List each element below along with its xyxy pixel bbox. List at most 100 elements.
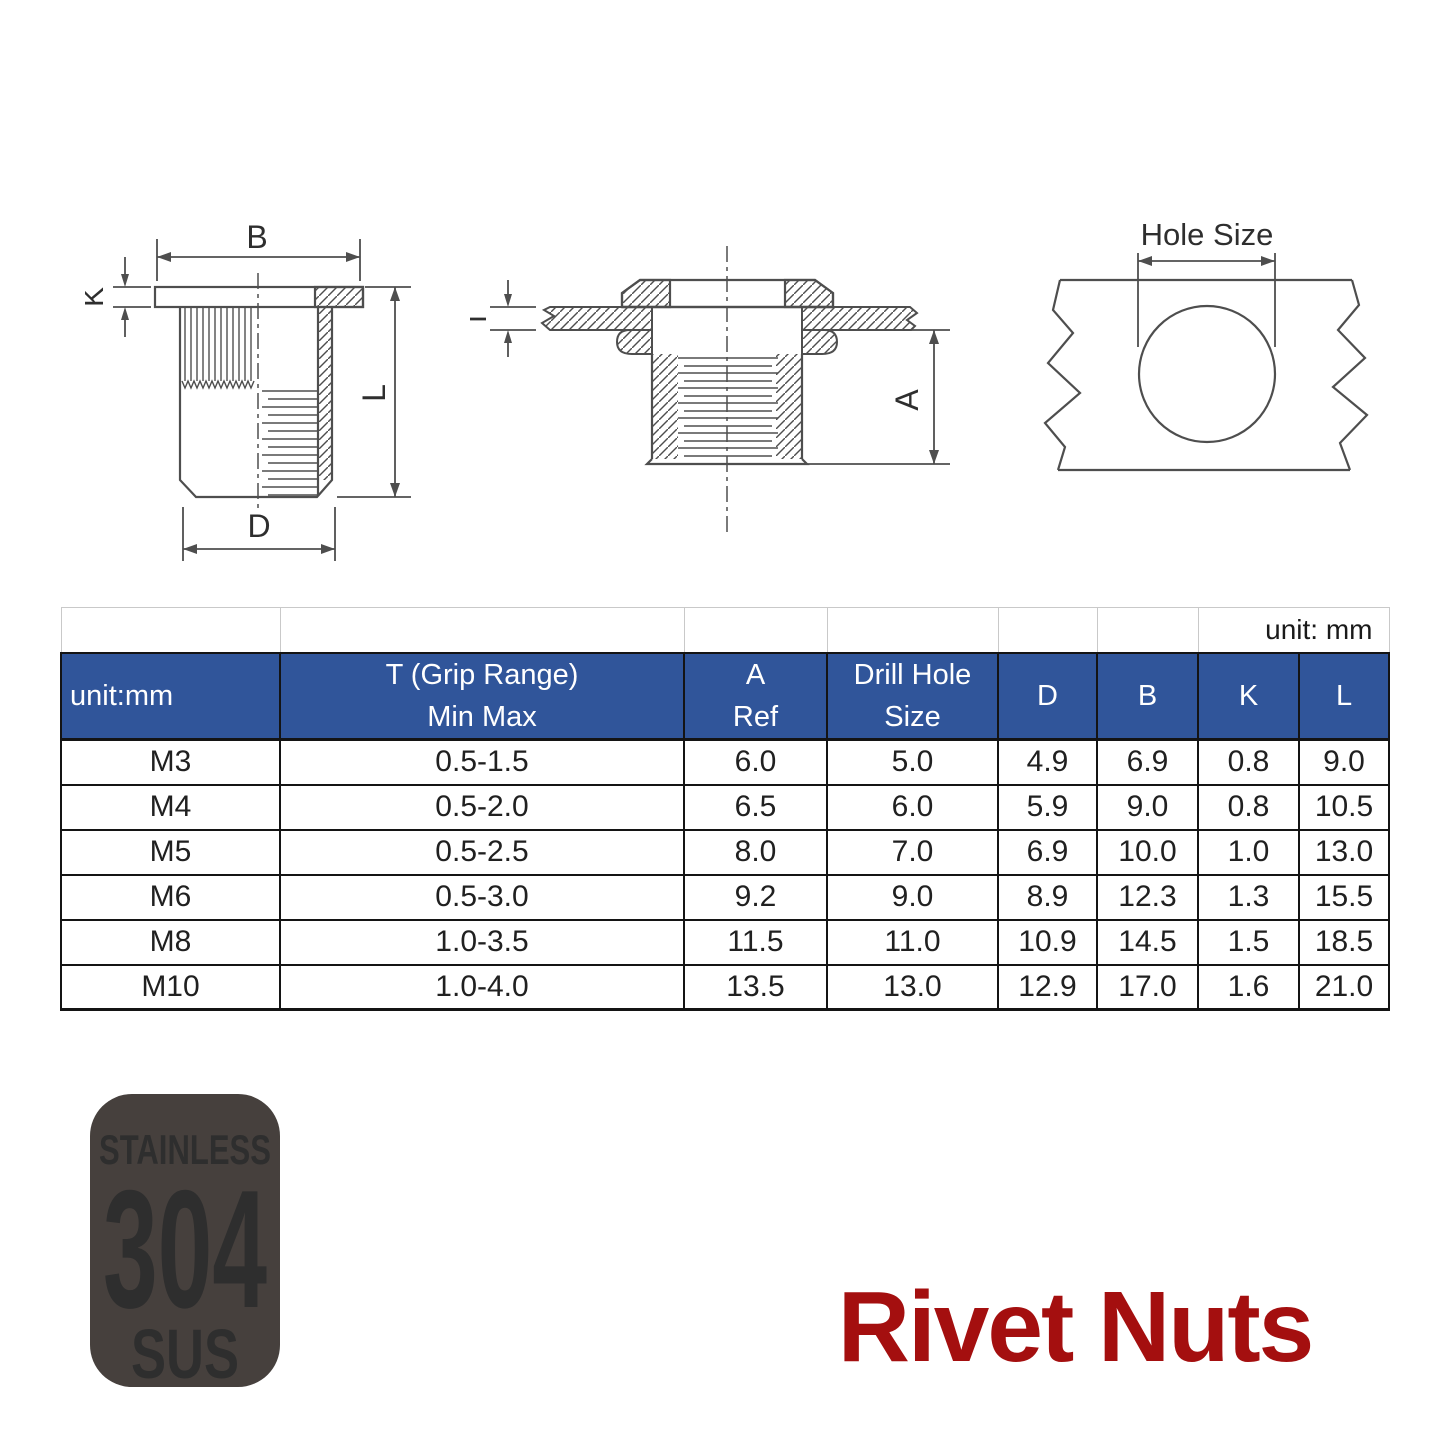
spec-cell: 10.0: [1096, 828, 1199, 876]
spec-cell: M8: [60, 918, 281, 966]
spec-cell: 9.0: [1096, 783, 1199, 831]
section-hatch: [318, 307, 332, 480]
col-header-size: unit:mm: [60, 651, 281, 741]
knurl-lines: [181, 307, 255, 390]
spec-cell: 5.0: [826, 738, 999, 786]
unit-row-cell: [826, 607, 999, 653]
shank-hatch-left: [652, 354, 678, 459]
external-threads: [678, 357, 778, 457]
spec-cell: 10.9: [997, 918, 1098, 966]
spec-cell: M3: [60, 738, 281, 786]
spec-cell: 1.6: [1197, 963, 1300, 1011]
spec-cell: 14.5: [1096, 918, 1199, 966]
spec-cell: 21.0: [1297, 963, 1391, 1011]
spec-cell: 18.5: [1297, 918, 1391, 966]
spec-cell: 0.8: [1197, 738, 1300, 786]
installed-rivet-nut-diagram: T A: [470, 246, 950, 532]
spec-table: unit: mm unit:mm T (Grip Range) Min Max …: [60, 607, 1391, 1011]
col-header-grip-range: T (Grip Range) Min Max: [279, 651, 685, 741]
spec-cell: 0.5-1.5: [279, 738, 685, 786]
hole-size-label: Hole Size: [1141, 217, 1274, 252]
spec-cell: 6.9: [1096, 738, 1199, 786]
spec-cell: 9.0: [826, 873, 999, 921]
spec-cell: 9.2: [683, 873, 828, 921]
col-header-a-ref: A Ref: [683, 651, 828, 741]
spec-cell: 1.3: [1197, 873, 1300, 921]
unit-row-cell: [279, 607, 685, 653]
spec-cell: 13.0: [826, 963, 999, 1011]
page-title: Rivet Nuts: [837, 1271, 1315, 1383]
spec-cell: 0.5-3.0: [279, 873, 685, 921]
t-dimension: [490, 280, 536, 357]
k-dimension: [113, 257, 151, 337]
col-header-b: B: [1096, 651, 1199, 741]
spec-cell: M4: [60, 783, 281, 831]
spec-cell: 0.8: [1197, 783, 1300, 831]
spec-row-m4: M4 0.5-2.0 6.5 6.0 5.9 9.0 0.8 10.5: [60, 783, 1391, 831]
col-header-d: D: [997, 651, 1098, 741]
spec-cell: 1.0-4.0: [279, 963, 685, 1011]
spec-cell: 13.5: [683, 963, 828, 1011]
spec-cell: 4.9: [997, 738, 1098, 786]
spec-cell: 17.0: [1096, 963, 1199, 1011]
spec-cell: 9.0: [1297, 738, 1391, 786]
dim-label-d: D: [247, 508, 270, 544]
panel-plates: [540, 306, 919, 331]
flange: [153, 285, 365, 309]
spec-cell: 11.5: [683, 918, 828, 966]
d-dimension: [182, 507, 336, 561]
rivet-nut-section-diagram: B: [85, 219, 411, 561]
dim-label-b: B: [246, 219, 267, 255]
spec-row-m6: M6 0.5-3.0 9.2 9.0 8.9 12.3 1.3 15.5: [60, 873, 1391, 921]
head-cap: [620, 278, 835, 309]
dim-label-t: T: [470, 310, 493, 328]
col-header-l: L: [1297, 651, 1391, 741]
spec-cell: 6.0: [683, 738, 828, 786]
badge-background: [90, 1094, 280, 1387]
dim-label-k: K: [85, 287, 110, 307]
spec-row-m8: M8 1.0-3.5 11.5 11.0 10.9 14.5 1.5 18.5: [60, 918, 1391, 966]
spec-cell: 6.9: [997, 828, 1098, 876]
spec-cell: 6.0: [826, 783, 999, 831]
unit-row: unit: mm: [60, 607, 1390, 653]
badge-sus-label: SUS: [131, 1315, 239, 1389]
unit-row-cell: [683, 607, 828, 653]
spec-cell: M5: [60, 828, 281, 876]
hole-dimension: [1137, 253, 1276, 347]
unit-row-cell: [60, 607, 281, 653]
spec-cell: 11.0: [826, 918, 999, 966]
spec-row-m10: M10 1.0-4.0 13.5 13.0 12.9 17.0 1.6 21.0: [60, 963, 1391, 1011]
spec-cell: 7.0: [826, 828, 999, 876]
spec-cell: 1.0-3.5: [279, 918, 685, 966]
dim-label-l: L: [356, 384, 392, 402]
unit-note: unit: mm: [1197, 607, 1390, 653]
spec-cell: 0.5-2.5: [279, 828, 685, 876]
spec-cell: 8.9: [997, 873, 1098, 921]
spec-cell: M10: [60, 963, 281, 1011]
header-row: unit:mm T (Grip Range) Min Max A Ref Dri…: [60, 651, 1391, 741]
a-dimension: [806, 329, 950, 465]
badge-stainless-label: STAINLESS: [99, 1126, 271, 1173]
spec-cell: 10.5: [1297, 783, 1391, 831]
spec-cell: 1.5: [1197, 918, 1300, 966]
spec-cell: 5.9: [997, 783, 1098, 831]
l-dimension: [337, 286, 411, 498]
spec-row-m3: M3 0.5-1.5 6.0 5.0 4.9 6.9 0.8 9.0: [60, 738, 1391, 786]
internal-threads: [262, 390, 318, 496]
panel-outline: [1043, 278, 1369, 472]
b-dimension: [156, 239, 361, 281]
unit-row-cell: [1096, 607, 1199, 653]
spec-cell: 13.0: [1297, 828, 1391, 876]
shank-hatch-right: [776, 354, 802, 459]
clamp-bulge: [615, 329, 839, 355]
col-header-drill-hole: Drill Hole Size: [826, 651, 999, 741]
col-header-k: K: [1197, 651, 1300, 741]
spec-cell: 12.9: [997, 963, 1098, 1011]
spec-cell: 0.5-2.0: [279, 783, 685, 831]
spec-cell: 8.0: [683, 828, 828, 876]
spec-row-m5: M5 0.5-2.5 8.0 7.0 6.9 10.0 1.0 13.0: [60, 828, 1391, 876]
unit-row-cell: [997, 607, 1098, 653]
badge-304-label: 304: [103, 1155, 267, 1343]
spec-cell: 6.5: [683, 783, 828, 831]
